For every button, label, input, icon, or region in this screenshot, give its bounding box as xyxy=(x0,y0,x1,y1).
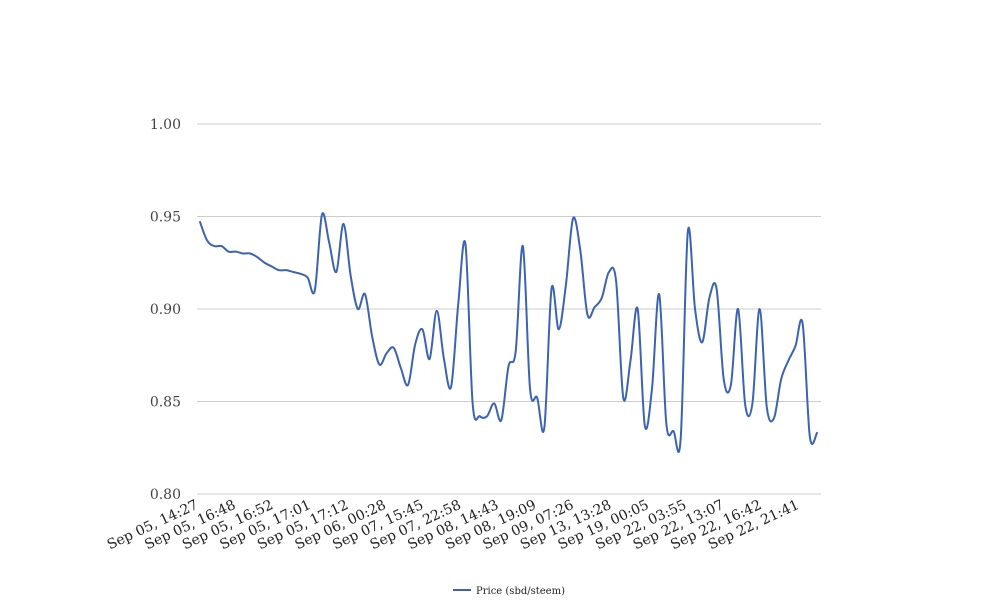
y-tick-label: 0.80 xyxy=(150,487,181,503)
series-layer xyxy=(199,212,818,453)
y-tick-label: 0.90 xyxy=(150,302,181,318)
gridlines xyxy=(197,123,821,495)
legend[interactable]: Price (sbd/steem) xyxy=(453,586,565,597)
series-line[interactable] xyxy=(199,212,818,453)
y-axis-ticks: 0.80 0.85 0.90 0.95 1.00 xyxy=(150,117,181,503)
y-tick-label: 1.00 xyxy=(150,117,181,133)
y-tick-label: 0.85 xyxy=(150,395,181,411)
y-tick-label: 0.95 xyxy=(150,210,181,226)
legend-label: Price (sbd/steem) xyxy=(476,586,565,597)
